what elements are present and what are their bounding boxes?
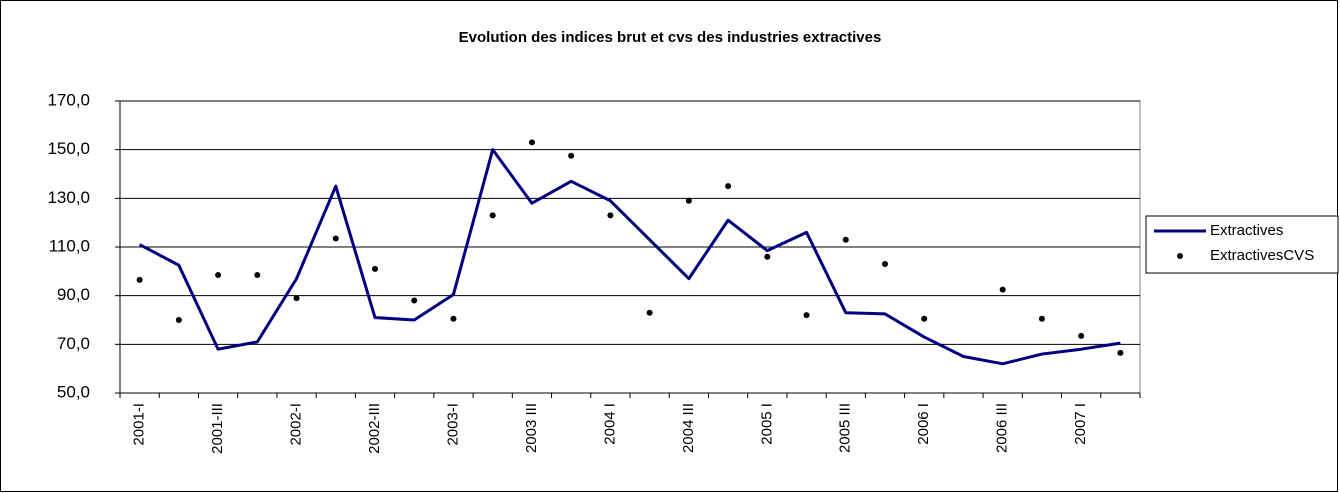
x-tick-label: 2004 I [601, 403, 618, 445]
marker [1078, 332, 1085, 339]
x-tick-label: 2003 III [523, 403, 540, 453]
x-tick-label: 2006 I [915, 403, 932, 445]
y-tick-label: 130,0 [47, 188, 90, 207]
y-tick-label: 50,0 [57, 382, 90, 401]
x-tick-label: 2007 I [1072, 403, 1089, 445]
x-tick-label: 2001-III [209, 403, 226, 454]
marker [450, 315, 457, 322]
marker [764, 253, 771, 260]
legend-label: Extractives [1210, 222, 1283, 239]
marker [528, 139, 535, 146]
x-tick-label: 2002-I [288, 403, 305, 446]
legend-label: ExtractivesCVS [1210, 247, 1314, 264]
marker [842, 236, 849, 243]
marker [411, 297, 418, 304]
marker [725, 183, 732, 190]
x-tick-label: 2002-III [366, 403, 383, 454]
legend-box [1145, 215, 1339, 274]
marker [607, 212, 614, 219]
marker [254, 271, 261, 278]
marker [803, 312, 810, 319]
y-tick-label: 150,0 [47, 139, 90, 158]
x-tick-label: 2005 III [837, 403, 854, 453]
marker [293, 295, 300, 302]
marker [921, 315, 928, 322]
x-tick-label: 2004 III [680, 403, 697, 453]
x-tick-label: 2001-I [131, 403, 148, 446]
marker [882, 261, 888, 268]
marker [372, 265, 378, 272]
legend-swatch [1177, 253, 1183, 259]
chart-title: Evolution des indices brut et cvs des in… [459, 29, 882, 46]
marker [1117, 349, 1124, 356]
marker [999, 286, 1006, 293]
y-tick-label: 170,0 [47, 90, 90, 109]
marker [489, 212, 496, 219]
x-tick-label: 2005 I [758, 403, 775, 445]
marker [685, 197, 692, 204]
marker [215, 271, 222, 278]
y-tick-label: 70,0 [57, 334, 90, 353]
y-tick-label: 90,0 [57, 285, 90, 304]
line-series [138, 148, 1121, 366]
marker [646, 309, 653, 316]
marker [136, 276, 143, 283]
marker [568, 152, 575, 159]
marker [1038, 315, 1045, 322]
marker [175, 317, 182, 323]
marker [332, 235, 339, 242]
y-tick-label: 110,0 [49, 236, 90, 255]
x-tick-label: 2003-I [444, 403, 461, 446]
x-tick-label: 2006 III [994, 403, 1011, 453]
